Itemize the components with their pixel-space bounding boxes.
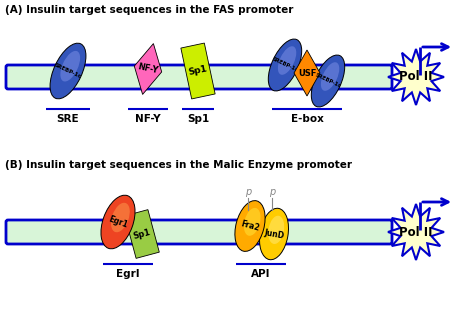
Text: (B) Insulin target sequences in the Malic Enzyme promoter: (B) Insulin target sequences in the Mali… (5, 160, 352, 170)
Text: NF-Y: NF-Y (137, 62, 159, 76)
Text: Pol II: Pol II (399, 225, 433, 238)
Text: SREBP-1c: SREBP-1c (271, 57, 299, 73)
Polygon shape (388, 204, 444, 260)
Text: SREBP-1c: SREBP-1c (314, 73, 342, 89)
Polygon shape (181, 43, 215, 99)
Ellipse shape (268, 216, 284, 244)
Ellipse shape (259, 208, 289, 260)
Text: p: p (245, 187, 251, 197)
Text: EgrI: EgrI (116, 269, 140, 279)
Text: NF-Y: NF-Y (135, 114, 161, 124)
Ellipse shape (101, 195, 135, 249)
Ellipse shape (50, 43, 86, 99)
Text: USF: USF (298, 69, 316, 78)
Text: p: p (269, 187, 275, 197)
Text: Sp1: Sp1 (132, 227, 152, 241)
Ellipse shape (321, 62, 339, 91)
Text: Fra2: Fra2 (240, 219, 260, 233)
FancyBboxPatch shape (6, 65, 392, 89)
Text: E-box: E-box (291, 114, 323, 124)
Text: Egr1: Egr1 (107, 215, 129, 230)
Text: (A) Insulin target sequences in the FAS promoter: (A) Insulin target sequences in the FAS … (5, 5, 293, 15)
Ellipse shape (244, 208, 261, 236)
FancyBboxPatch shape (6, 220, 392, 244)
Polygon shape (125, 210, 159, 258)
Polygon shape (388, 49, 444, 105)
Polygon shape (294, 50, 320, 96)
Text: Sp1: Sp1 (188, 64, 208, 78)
Text: SREBP-1c: SREBP-1c (54, 63, 82, 79)
Text: JunD: JunD (263, 228, 285, 240)
Ellipse shape (311, 55, 345, 107)
Ellipse shape (268, 39, 301, 91)
Ellipse shape (278, 46, 296, 75)
Ellipse shape (111, 203, 130, 232)
Ellipse shape (235, 201, 265, 251)
Polygon shape (134, 44, 162, 95)
Ellipse shape (60, 51, 80, 82)
Text: Pol II: Pol II (399, 70, 433, 83)
Text: SRE: SRE (57, 114, 79, 124)
Text: API: API (251, 269, 271, 279)
Text: Sp1: Sp1 (187, 114, 209, 124)
